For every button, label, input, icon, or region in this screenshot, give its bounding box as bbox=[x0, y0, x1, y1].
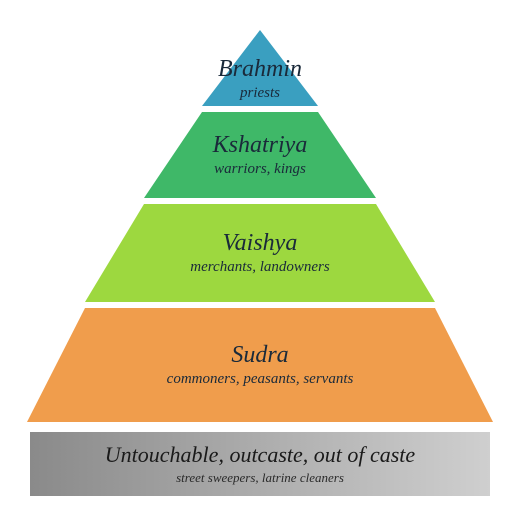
tier-title: Brahmin bbox=[218, 56, 302, 83]
tier-subtitle: commoners, peasants, servants bbox=[167, 371, 354, 388]
tier-subtitle: priests bbox=[240, 85, 280, 102]
tier-subtitle: merchants, landowners bbox=[190, 259, 329, 276]
base-subtitle: street sweepers, latrine cleaners bbox=[176, 470, 344, 486]
tier-title: Kshatriya bbox=[213, 132, 308, 159]
tier-subtitle: warriors, kings bbox=[214, 161, 306, 178]
untouchable-base-bar: Untouchable, outcaste, out of caste stre… bbox=[30, 432, 490, 496]
tier-title: Sudra bbox=[231, 342, 288, 369]
tier-vaishya: Vaishya merchants, landowners bbox=[85, 204, 435, 302]
tier-kshatriya: Kshatriya warriors, kings bbox=[144, 112, 376, 198]
base-title: Untouchable, outcaste, out of caste bbox=[105, 442, 415, 468]
tier-sudra: Sudra commoners, peasants, servants bbox=[27, 308, 493, 422]
tier-brahmin: Brahmin priests bbox=[202, 30, 318, 106]
tier-title: Vaishya bbox=[223, 230, 298, 257]
